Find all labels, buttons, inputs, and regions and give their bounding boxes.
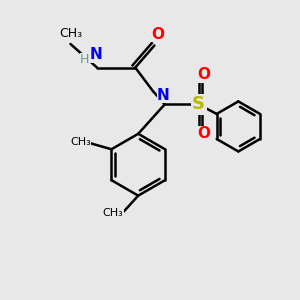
Text: CH₃: CH₃ [59, 27, 82, 40]
Text: H: H [80, 53, 89, 66]
Text: S: S [192, 95, 205, 113]
Text: O: O [197, 126, 210, 141]
Text: N: N [89, 47, 102, 62]
Text: O: O [152, 27, 164, 42]
Text: CH₃: CH₃ [103, 208, 124, 218]
Text: O: O [197, 68, 210, 82]
Text: CH₃: CH₃ [70, 137, 91, 147]
Text: N: N [157, 88, 169, 103]
